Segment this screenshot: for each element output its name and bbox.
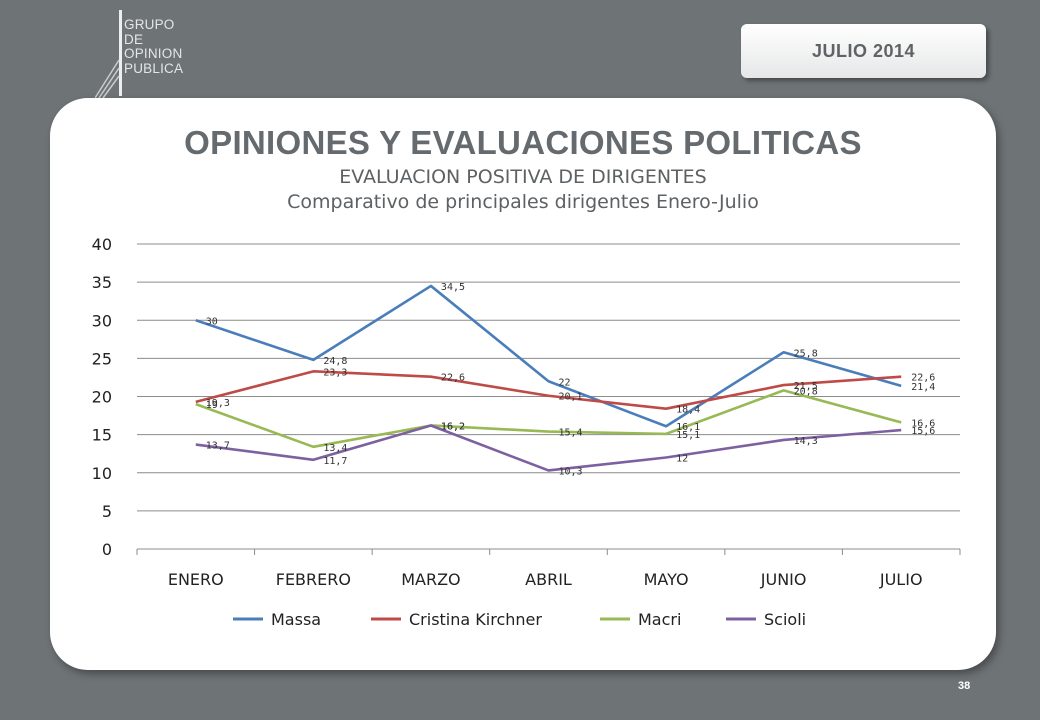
legend-label: Macri xyxy=(638,610,681,629)
x-tick-label: ENERO xyxy=(168,570,224,589)
grupo-opinion-publica-logo xyxy=(95,10,122,99)
data-label: 16,1 xyxy=(676,422,700,433)
series-line-cristina-kirchner xyxy=(195,370,902,411)
y-tick-label: 35 xyxy=(92,273,112,292)
content-card xyxy=(50,98,996,670)
y-tick-label: 10 xyxy=(92,464,112,483)
y-tick-label: 15 xyxy=(92,426,112,445)
data-label: 20,8 xyxy=(794,386,818,397)
data-label: 11,7 xyxy=(323,456,347,467)
data-label: 15,1 xyxy=(676,430,700,441)
x-tick-label: ABRIL xyxy=(525,570,572,589)
data-label: 19 xyxy=(206,400,218,411)
logo-wordmark: GRUPO DE OPINION PUBLICA xyxy=(124,17,184,76)
data-label: 23,3 xyxy=(323,367,347,378)
data-label: 19,3 xyxy=(206,398,230,409)
page-number: 38 xyxy=(958,680,971,692)
date-badge: JULIO 2014 xyxy=(741,24,986,78)
logo-line-2: DE xyxy=(124,31,144,47)
data-label: 21,4 xyxy=(911,382,935,393)
data-label: 14,3 xyxy=(794,436,818,447)
legend-label: Scioli xyxy=(764,610,806,629)
data-label: 12 xyxy=(676,454,688,465)
y-tick-label: 40 xyxy=(92,235,112,254)
data-label: 16,6 xyxy=(911,418,935,429)
logo-line-1: GRUPO xyxy=(124,17,175,32)
series-line-scioli xyxy=(195,424,902,472)
chart-title: EVALUACION POSITIVA DE DIRIGENTES xyxy=(339,166,707,188)
y-tick-label: 25 xyxy=(92,349,112,368)
data-label: 34,5 xyxy=(441,282,465,293)
data-label: 13,4 xyxy=(323,443,347,454)
legend-label: Massa xyxy=(271,610,321,629)
data-label: 25,8 xyxy=(794,348,818,359)
page-title: OPINIONES Y EVALUACIONES POLITICAS xyxy=(184,124,862,161)
data-label: 24,8 xyxy=(323,356,347,367)
data-label: 10,3 xyxy=(559,466,583,477)
x-tick-label: MARZO xyxy=(401,570,460,589)
y-tick-label: 20 xyxy=(92,388,112,407)
data-label: 16,2 xyxy=(441,421,465,432)
x-tick-label: JULIO xyxy=(879,570,923,589)
data-label: 22 xyxy=(559,377,571,388)
data-label: 22,6 xyxy=(911,373,935,384)
series-line-macri xyxy=(195,389,902,449)
y-tick-label: 5 xyxy=(102,502,112,521)
data-label: 15,4 xyxy=(559,428,583,439)
data-label: 18,4 xyxy=(676,405,700,416)
data-label: 15,6 xyxy=(911,426,935,437)
data-label: 21,5 xyxy=(794,381,818,392)
logo-line-3: OPINION xyxy=(124,46,183,61)
x-tick-label: MAYO xyxy=(644,570,689,589)
data-label: 13,7 xyxy=(206,441,230,452)
data-label: 16,2 xyxy=(441,421,465,432)
y-tick-label: 0 xyxy=(102,540,112,559)
y-tick-label: 30 xyxy=(92,311,112,330)
x-tick-label: JUNIO xyxy=(760,570,807,589)
logo-line-4: PUBLICA xyxy=(124,60,184,76)
data-label: 30 xyxy=(206,316,218,327)
chart-subtitle: Comparativo de principales dirigentes En… xyxy=(287,191,759,213)
data-label: 20,1 xyxy=(559,392,583,403)
legend-label: Cristina Kirchner xyxy=(409,610,542,629)
series-line-massa xyxy=(195,284,902,428)
data-label: 22,6 xyxy=(441,373,465,384)
x-tick-label: FEBRERO xyxy=(276,570,351,589)
